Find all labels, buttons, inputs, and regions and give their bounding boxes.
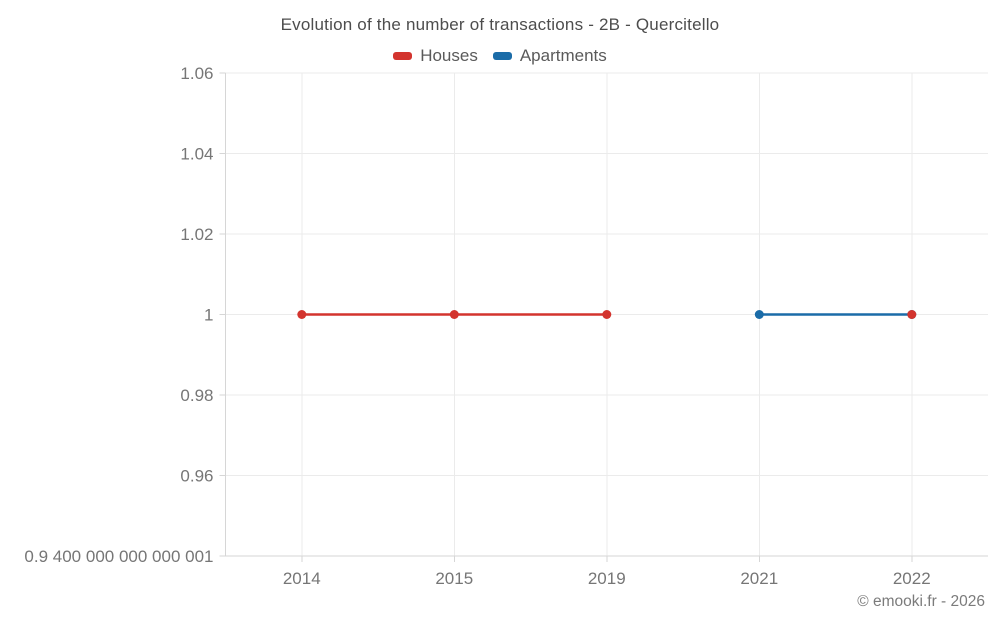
data-point-apartments — [754, 310, 764, 319]
copyright-text: © emooki.fr - 2026 — [857, 593, 985, 610]
x-axis-tick-label: 2019 — [588, 569, 626, 588]
chart-title: Evolution of the number of transactions … — [280, 15, 720, 34]
y-axis-tick-label: 1.04 — [180, 145, 213, 164]
houses-legend-swatch-icon — [393, 52, 413, 60]
x-axis-tick-label: 2021 — [740, 569, 778, 588]
apartments-legend-label: Apartments — [519, 46, 607, 65]
y-axis-tick-label: 0.98 — [180, 386, 213, 405]
apartments-legend-swatch-icon — [492, 52, 512, 60]
y-axis-tick-label: 1.06 — [180, 64, 213, 83]
data-point-houses — [602, 310, 612, 319]
data-point-houses — [449, 310, 459, 319]
y-axis-tick-label: 1 — [204, 306, 213, 325]
data-point-houses — [907, 310, 917, 319]
y-axis-tick-label: 1.02 — [180, 225, 213, 244]
data-point-houses — [297, 310, 307, 319]
chart-legend: Houses Apartments — [0, 45, 1000, 67]
y-axis-tick-label: 0.9 400 000 000 000 001 — [24, 547, 213, 566]
legend-item-houses[interactable]: Houses — [393, 46, 478, 66]
y-axis-tick-label: 0.96 — [180, 467, 213, 486]
legend-item-apartments[interactable]: Apartments — [492, 46, 607, 66]
x-axis-tick-label: 2015 — [435, 569, 473, 588]
x-axis-tick-label: 2014 — [283, 569, 321, 588]
houses-legend-label: Houses — [420, 46, 478, 65]
x-axis-tick-label: 2022 — [893, 569, 931, 588]
